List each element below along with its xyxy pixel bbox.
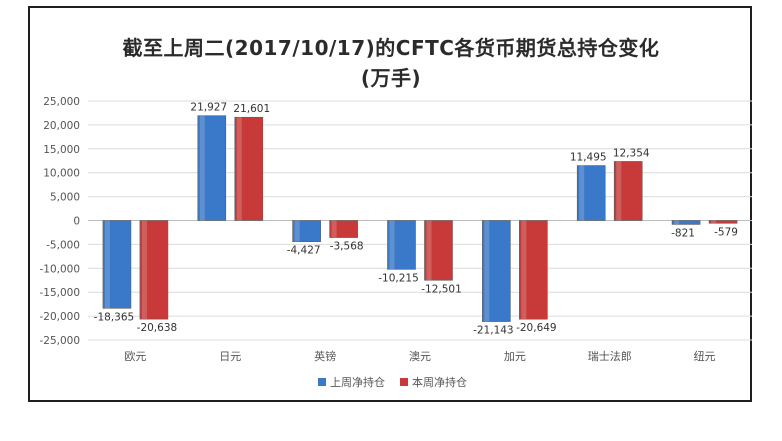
bar-highlight [294, 220, 300, 242]
x-tick-label: 纽元 [694, 349, 716, 363]
bar-this-week [613, 161, 643, 221]
data-label: -20,649 [516, 322, 557, 334]
data-label: 21,601 [233, 103, 270, 115]
y-tick-label: 5,000 [50, 192, 80, 204]
y-tick-label: -15,000 [39, 287, 80, 299]
legend-swatch [400, 378, 408, 386]
y-tick-label: 25,000 [43, 96, 80, 108]
data-label: 12,354 [613, 147, 650, 159]
data-label: 21,927 [190, 102, 227, 114]
x-tick-label: 欧元 [124, 350, 146, 363]
x-tick-label: 瑞士法郎 [588, 349, 632, 363]
bar-highlight [711, 220, 717, 224]
y-tick-label: -25,000 [39, 335, 80, 347]
bar-highlight [521, 220, 527, 320]
legend-label: 上周净持仓 [330, 375, 385, 389]
chart-subtitle: (万手) [360, 66, 422, 90]
data-label: -12,501 [421, 283, 462, 295]
bar-this-week [519, 220, 548, 320]
data-label: -10,215 [378, 272, 419, 284]
data-label: -3,568 [330, 241, 364, 253]
bar-last-week [197, 115, 227, 221]
y-tick-label: -5,000 [46, 239, 80, 251]
bar-highlight [389, 220, 395, 270]
bar-this-week [329, 220, 358, 238]
bar-last-week [387, 220, 416, 270]
y-tick-label: 0 [73, 216, 80, 228]
bar-highlight [426, 220, 432, 281]
bar-highlight [484, 220, 490, 322]
x-tick-label: 日元 [219, 350, 241, 363]
y-tick-label: 15,000 [43, 144, 80, 156]
bar-highlight [616, 161, 622, 221]
bar-highlight [199, 115, 205, 221]
legend-swatch [318, 378, 326, 386]
data-label: 11,495 [570, 152, 607, 164]
bar-highlight [579, 165, 585, 221]
data-label: -4,427 [287, 245, 321, 257]
y-tick-label: 10,000 [43, 168, 80, 180]
legend-label: 本周净持仓 [412, 375, 467, 389]
bar-highlight [674, 220, 680, 225]
bar-this-week [234, 116, 264, 221]
data-label: -821 [671, 227, 695, 239]
bar-last-week [576, 165, 606, 221]
y-tick-label: -10,000 [39, 263, 80, 275]
data-label: -18,365 [94, 311, 135, 323]
data-label: -20,638 [137, 322, 178, 334]
bar-highlight [141, 220, 147, 320]
chart-title: 截至上周二(2017/10/17)的CFTC各货币期货总持仓变化 [122, 36, 660, 60]
data-label: -21,143 [473, 325, 514, 337]
x-tick-label: 加元 [504, 350, 526, 363]
bar-last-week [671, 220, 701, 225]
bar-last-week [482, 220, 511, 322]
bar-this-week [424, 220, 453, 281]
bar-highlight [104, 220, 110, 309]
bar-this-week [139, 220, 169, 320]
bar-last-week [292, 220, 321, 242]
y-tick-label: 20,000 [43, 120, 80, 132]
y-tick-label: -20,000 [39, 311, 80, 323]
bar-this-week [708, 220, 738, 224]
bar-highlight [331, 220, 337, 238]
x-tick-label: 澳元 [409, 350, 431, 363]
data-label: -579 [714, 226, 738, 238]
bar-highlight [236, 117, 242, 221]
x-tick-label: 英镑 [314, 349, 336, 363]
bar-last-week [102, 220, 132, 309]
